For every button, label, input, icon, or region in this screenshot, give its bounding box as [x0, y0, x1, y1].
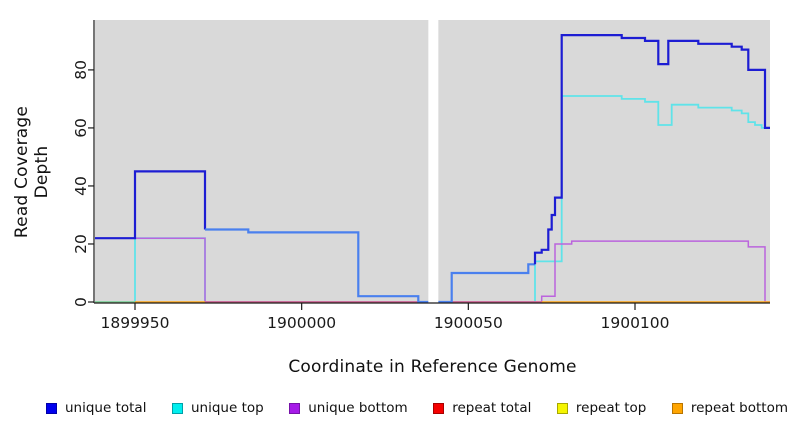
x-tick-label: 1900100 [600, 314, 669, 332]
x-tick-label: 1900050 [434, 314, 503, 332]
legend-item-unique-bottom: unique bottom [289, 400, 408, 416]
y-axis-title: Read Coverage Depth [12, 105, 52, 239]
legend: unique total unique top unique bottom repea… [46, 396, 788, 420]
series-unique-total-seg2 [533, 34, 770, 265]
series-unique-total-seg0 [95, 170, 207, 240]
legend-swatch-repeat-top [556, 402, 568, 414]
legend-label-unique-total: unique total [65, 400, 147, 416]
legend-label-repeat-top: repeat top [575, 400, 647, 416]
legend-swatch-repeat-total [433, 402, 445, 414]
legend-label-repeat-bottom: repeat bottom [690, 400, 788, 416]
legend-label-unique-top: unique top [191, 400, 264, 416]
legend-item-repeat-total: repeat total [433, 400, 531, 416]
x-axis-title: Coordinate in Reference Genome [288, 357, 577, 377]
y-tick-label: 60 [72, 118, 90, 138]
series-unique-total-seg1 [205, 228, 535, 304]
x-tick-label: 1900000 [267, 314, 336, 332]
chart-canvas: 0 20 40 60 80 1899950 1900000 1900050 1900100 [72, 19, 770, 332]
legend-item-unique-top: unique top [172, 400, 264, 416]
legend-label-repeat-total: repeat total [452, 400, 532, 416]
y-tick-label: 0 [72, 297, 90, 307]
legend-swatch-unique-bottom [289, 402, 301, 414]
legend-item-repeat-bottom: repeat bottom [671, 400, 788, 416]
y-tick-label: 40 [72, 176, 90, 196]
y-tick-label: 80 [72, 60, 90, 80]
legend-swatch-unique-total [46, 402, 57, 414]
legend-label-unique-bottom: unique bottom [308, 400, 408, 416]
x-tick-label: 1899950 [100, 314, 169, 332]
missing-data-gap [428, 19, 439, 303]
legend-item-repeat-top: repeat top [556, 400, 647, 416]
y-tick-label: 20 [72, 234, 90, 254]
legend-swatch-repeat-bottom [671, 402, 683, 414]
legend-swatch-unique-top [172, 402, 183, 414]
legend-item-unique-total: unique total [46, 400, 146, 416]
